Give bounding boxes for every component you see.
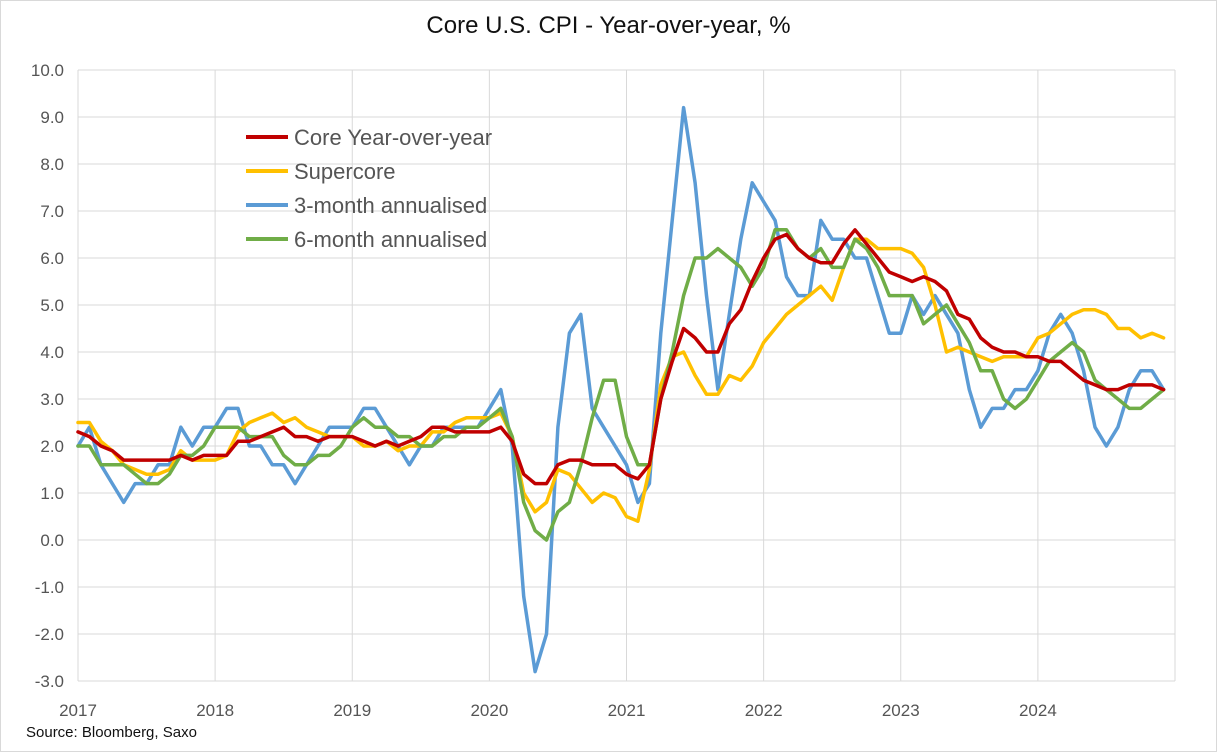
y-tick-label: 4.0: [40, 343, 64, 362]
x-tick-label: 2017: [59, 701, 97, 720]
chart-title: Core U.S. CPI - Year-over-year, %: [426, 12, 791, 39]
y-tick-label: 6.0: [40, 249, 64, 268]
x-tick-label: 2024: [1019, 701, 1057, 720]
x-tick-label: 2021: [608, 701, 646, 720]
x-axis-ticks: 2017 2018 2019 2020 2021 2022 2023 2024: [59, 701, 1057, 720]
legend-label: 6-month annualised: [294, 227, 487, 252]
y-tick-label: 9.0: [40, 108, 64, 127]
y-tick-label: 2.0: [40, 437, 64, 456]
y-tick-label: -3.0: [35, 672, 64, 691]
x-tick-label: 2019: [333, 701, 371, 720]
series-line-supercore: [76, 237, 1166, 523]
x-tick-label: 2020: [470, 701, 508, 720]
y-tick-label: 5.0: [40, 296, 64, 315]
y-tick-label: -2.0: [35, 625, 64, 644]
y-tick-label: 7.0: [40, 202, 64, 221]
x-tick-label: 2018: [196, 701, 234, 720]
series-line-3-month-annualised: [76, 105, 1166, 674]
legend: Core Year-over-year Supercore 3-month annu…: [246, 125, 492, 252]
legend-label: Core Year-over-year: [294, 125, 492, 150]
y-tick-label: 10.0: [31, 61, 64, 80]
y-tick-label: 8.0: [40, 155, 64, 174]
x-tick-label: 2022: [745, 701, 783, 720]
gridlines: [77, 69, 1176, 682]
y-tick-label: 3.0: [40, 390, 64, 409]
legend-label: Supercore: [294, 159, 396, 184]
series-line-core-year-over-year: [76, 228, 1166, 486]
y-tick-label: 0.0: [40, 531, 64, 550]
y-tick-label: -1.0: [35, 578, 64, 597]
series-lines: [76, 105, 1166, 674]
y-axis-ticks: 10.0 9.0 8.0 7.0 6.0 5.0 4.0 3.0 2.0 1.0 0.0 -1.0 -2…: [31, 61, 64, 691]
legend-label: 3-month annualised: [294, 193, 487, 218]
x-tick-label: 2023: [882, 701, 920, 720]
y-tick-label: 1.0: [40, 484, 64, 503]
source-note: Source: Bloomberg, Saxo: [26, 724, 197, 741]
